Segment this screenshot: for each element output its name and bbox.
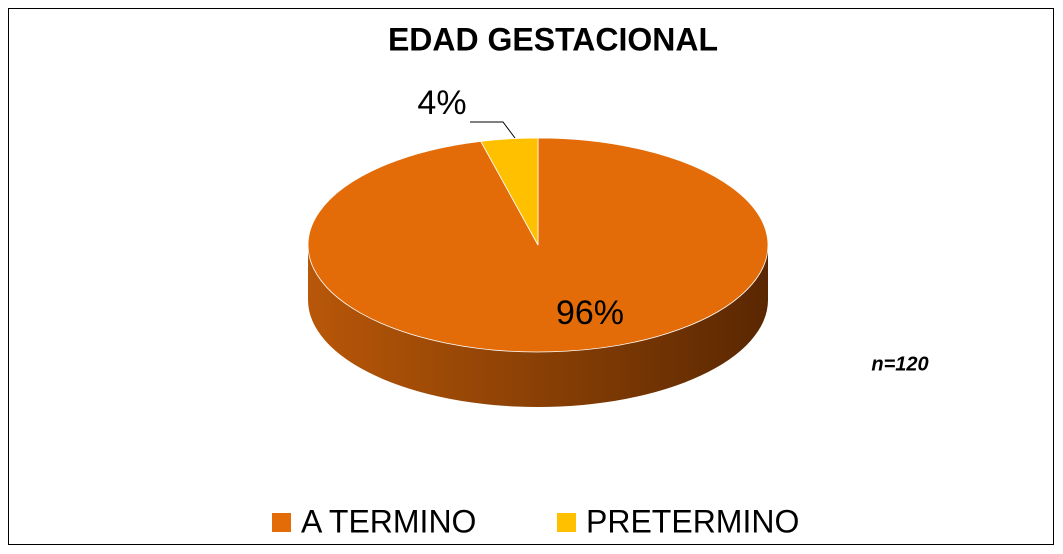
pie-side [308,245,768,407]
legend-label: A TERMINO [301,503,476,539]
chart-title: EDAD GESTACIONAL [388,21,718,57]
leader-line [470,121,516,139]
legend-label: PRETERMINO [586,503,799,539]
legend-swatch [272,513,291,532]
annotation: n=120 [871,353,928,375]
legend-swatch [557,513,576,532]
data-label: 4% [417,84,466,122]
pie-slice [480,137,539,246]
data-label: 96% [556,294,624,332]
